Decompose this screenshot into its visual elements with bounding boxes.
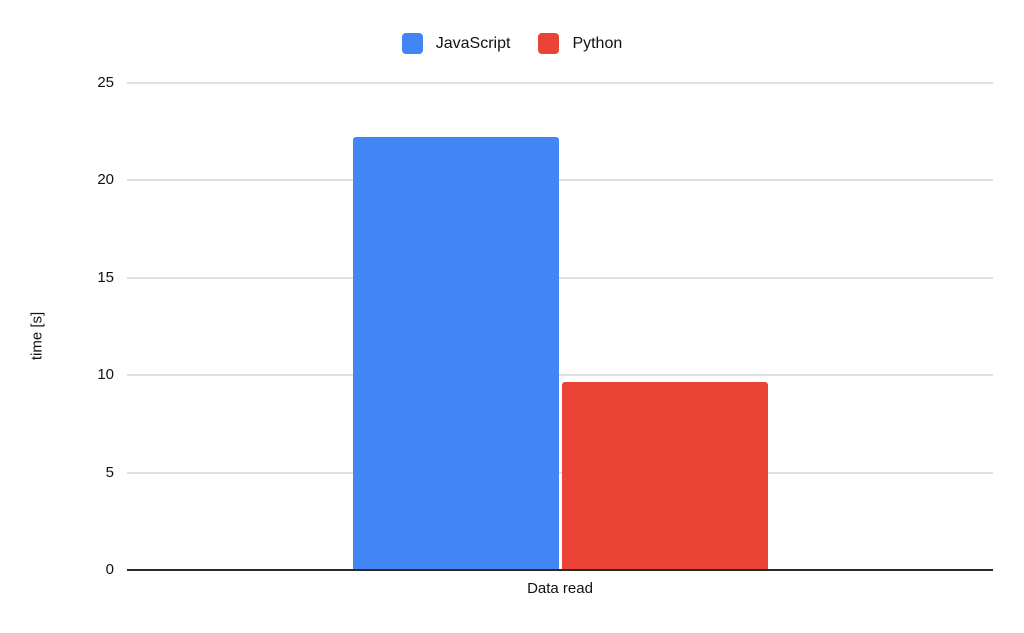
- y-tick-label-0: 0: [105, 561, 114, 578]
- gridline-20: [127, 179, 993, 182]
- gridline-5: [127, 471, 993, 474]
- gridline-25: [127, 82, 993, 84]
- python-legend-swatch-icon: [538, 32, 560, 54]
- y-tick-label-15: 15: [97, 268, 114, 286]
- gridline-15: [127, 276, 993, 279]
- y-tick-label-25: 25: [97, 74, 114, 91]
- chart-legend: JavaScript Python: [0, 30, 1024, 56]
- plot-area: [127, 82, 993, 569]
- y-tick-label-5: 5: [105, 463, 114, 481]
- legend-item-javascript: JavaScript: [401, 32, 511, 54]
- gridline-10: [127, 374, 993, 377]
- x-axis-line: [127, 569, 993, 571]
- bar-javascript: [352, 137, 559, 569]
- y-tick-label-20: 20: [97, 171, 114, 189]
- javascript-legend-swatch-icon: [401, 32, 423, 54]
- x-axis-category-label: Data read: [527, 580, 593, 597]
- legend-label-javascript: JavaScript: [435, 34, 511, 52]
- y-axis-title: time [s]: [28, 311, 46, 361]
- y-tick-label-10: 10: [97, 366, 114, 384]
- legend-item-python: Python: [538, 32, 623, 54]
- bar-python: [561, 382, 768, 569]
- legend-label-python: Python: [572, 34, 623, 52]
